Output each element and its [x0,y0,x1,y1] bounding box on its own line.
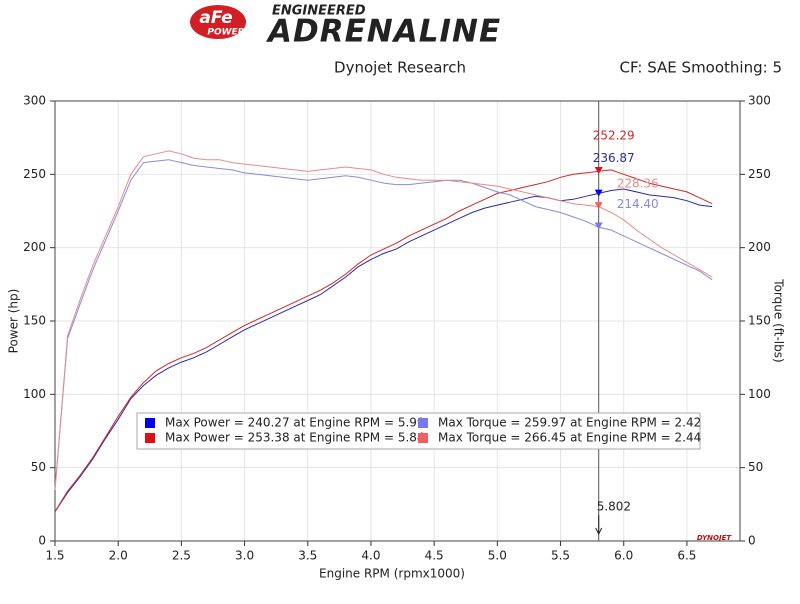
cursor-marker [594,222,603,230]
x-tick-label: 4.5 [425,549,444,563]
series-line [54,150,713,490]
cursor-marker [594,166,603,174]
y2-tick-label: 0 [748,534,756,548]
watermark: DYNOJET [697,534,733,542]
y-tick-label: 50 [31,460,46,474]
tagline-top: ENGINEERED [272,4,366,19]
y2-axis-title: Torque (ft-lbs) [772,278,786,362]
cursor-label: 5.802 [597,500,631,514]
y2-tick-label: 150 [748,314,771,328]
x-tick-label: 2.5 [172,549,191,563]
series-line [54,188,713,512]
cursor-readout: 252.29 [593,128,635,142]
chart-title: Dynojet Research [334,59,466,77]
logo-badge [190,5,246,39]
x-tick-label: 3.5 [298,549,317,563]
legend-swatch [145,433,155,443]
x-tick-label: 4.0 [361,549,380,563]
legend-swatch [145,418,155,428]
legend-swatch [418,433,428,443]
y2-tick-label: 200 [748,240,771,254]
legend-label: Max Power = 240.27 at Engine RPM = 5.99 [165,416,425,430]
y-axis-title: Power (hp) [7,289,21,354]
y-tick-label: 300 [23,94,46,108]
x-tick-label: 6.0 [614,549,633,563]
x-tick-label: 3.0 [235,549,254,563]
cursor-arrow [595,515,603,536]
x-tick-label: 6.5 [677,549,696,563]
legend-label: Max Torque = 266.45 at Engine RPM = 2.44 [438,431,701,445]
y-tick-label: 150 [23,314,46,328]
y-tick-label: 250 [23,167,46,181]
series-line [54,159,713,490]
legend-label: Max Power = 253.38 at Engine RPM = 5.84 [165,431,425,445]
y-tick-label: 100 [23,387,46,401]
cursor-readout: 214.40 [617,197,659,211]
plot-frame [54,100,741,542]
logo: aFe [199,8,232,28]
y2-tick-label: 250 [748,167,771,181]
y2-tick-label: 50 [748,460,763,474]
x-tick-label: 2.0 [109,549,128,563]
tagline: ADRENALINE [265,14,501,50]
y2-tick-label: 300 [748,94,771,108]
x-tick-label: 5.0 [488,549,507,563]
x-tick-label: 1.5 [45,549,64,563]
series-line [54,169,713,512]
cursor-marker [594,189,603,197]
cursor-readout: 236.87 [593,151,635,165]
x-axis-title: Engine RPM (rpmx1000) [319,567,465,581]
legend-swatch [418,418,428,428]
logo-sub: POWER [207,28,244,38]
y2-tick-label: 100 [748,387,771,401]
legend-label: Max Torque = 259.97 at Engine RPM = 2.42 [438,416,701,430]
y-tick-label: 0 [38,534,46,548]
x-tick-label: 5.5 [551,549,570,563]
chart-subtitle: CF: SAE Smoothing: 5 [619,59,782,77]
y-tick-label: 200 [23,240,46,254]
cursor-readout: 228.36 [617,177,659,191]
cursor-marker [594,202,603,210]
